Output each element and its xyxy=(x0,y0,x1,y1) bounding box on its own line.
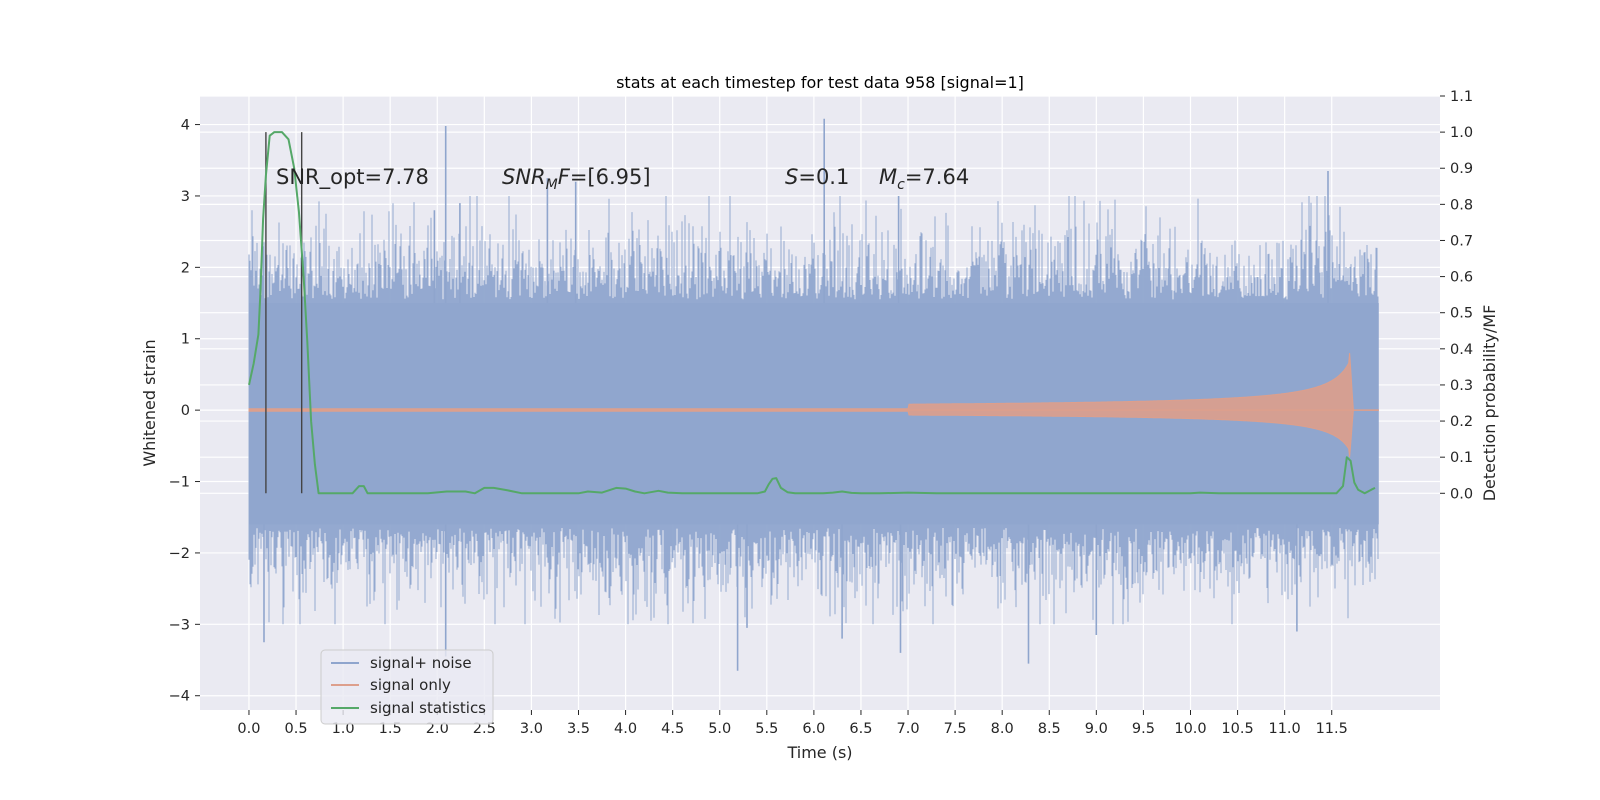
noise-spikes xyxy=(263,118,1329,671)
legend-label-signal-only: signal only xyxy=(370,676,451,694)
annotation-mc: Mc=7.64 xyxy=(879,165,969,193)
x-tick-label-7.0: 7.0 xyxy=(897,721,920,737)
x-tick-label-8.0: 8.0 xyxy=(991,721,1014,737)
x-tick-label-1.5: 1.5 xyxy=(379,721,402,737)
y-right-tick-label-3: 0.8 xyxy=(1450,197,1473,213)
y-right-tick-label-9: 0.2 xyxy=(1450,414,1473,430)
x-tick-label-9.0: 9.0 xyxy=(1085,721,1108,737)
detection-window-lines xyxy=(265,132,303,494)
x-tick-label-2.5: 2.5 xyxy=(473,721,496,737)
y-right-tick-label-11: 0.0 xyxy=(1450,486,1473,502)
y-left-tick-label-8: −4 xyxy=(169,689,190,705)
y-left-tick-label-6: −2 xyxy=(169,546,190,562)
y-right-axis-label: Detection probability/MF xyxy=(1480,305,1499,502)
x-tick-label-5.0: 5.0 xyxy=(708,721,731,737)
x-tick-label-8.5: 8.5 xyxy=(1038,721,1061,737)
x-tick-label-5.5: 5.5 xyxy=(755,721,778,737)
x-tick-label-0.0: 0.0 xyxy=(237,721,260,737)
annotation-s: S=0.1 xyxy=(785,165,849,189)
x-axis-label: Time (s) xyxy=(786,743,852,762)
y-right-tick-label-2: 0.9 xyxy=(1450,161,1473,177)
y-right-tick-label-8: 0.3 xyxy=(1450,378,1473,394)
y-left-axis-label: Whitened strain xyxy=(140,339,159,466)
x-tick-label-1.0: 1.0 xyxy=(332,721,355,737)
x-tick-label-3.5: 3.5 xyxy=(567,721,590,737)
y-right-tick-label-7: 0.4 xyxy=(1450,342,1473,358)
y-right-tick-label-4: 0.7 xyxy=(1450,233,1473,249)
x-tick-label-10.0: 10.0 xyxy=(1174,721,1206,737)
x-tick-label-11.0: 11.0 xyxy=(1268,721,1300,737)
y-left-tick-label-3: 1 xyxy=(181,332,190,348)
y-left-tick-label-1: 3 xyxy=(181,189,190,205)
legend: signal+ noise signal only signal statist… xyxy=(320,649,494,725)
x-tick-label-4.0: 4.0 xyxy=(614,721,637,737)
x-tick-label-4.5: 4.5 xyxy=(661,721,684,737)
noise-trace xyxy=(248,196,1379,625)
series-signal-only xyxy=(248,352,1379,458)
x-tick-label-7.5: 7.5 xyxy=(944,721,967,737)
y-left-tick-label-7: −3 xyxy=(169,617,190,633)
y-left-tick-label-0: 4 xyxy=(181,118,190,134)
y-left-tick-label-4: 0 xyxy=(181,403,190,419)
statistics-line xyxy=(248,131,1376,495)
y-right-tick-label-6: 0.5 xyxy=(1450,306,1473,322)
x-axis-ticks: 0.0 0.5 1.0 1.5 2.0 2.5 3.0 3.5 4.0 4.5 5.0 5.5 6.0 6… xyxy=(237,710,1348,737)
y-right-axis-ticks: 1.1 1.0 0.9 0.8 0.7 0.6 0.5 0.4 0.3 0.2 0.1 0.0 xyxy=(1440,89,1473,502)
x-tick-label-6.0: 6.0 xyxy=(802,721,825,737)
x-tick-label-10.5: 10.5 xyxy=(1221,721,1253,737)
y-right-tick-label-0: 1.1 xyxy=(1450,89,1473,105)
y-right-tick-label-1: 1.0 xyxy=(1450,125,1473,141)
chart-title: stats at each timestep for test data 958… xyxy=(616,73,1024,92)
y-left-tick-label-2: 2 xyxy=(181,260,190,276)
x-tick-label-6.5: 6.5 xyxy=(849,721,872,737)
y-right-tick-label-10: 0.1 xyxy=(1450,450,1473,466)
y-left-axis-ticks: 4 3 2 1 0 −1 −2 −3 −4 xyxy=(169,118,200,705)
x-tick-label-9.5: 9.5 xyxy=(1132,721,1155,737)
x-tick-label-0.5: 0.5 xyxy=(285,721,308,737)
annotation-snr-opt: SNR_opt=7.78 xyxy=(276,165,429,190)
legend-box xyxy=(320,649,494,725)
y-left-tick-label-5: −1 xyxy=(169,475,190,491)
x-tick-label-2.0: 2.0 xyxy=(426,721,449,737)
annotation-snr-mf: SNRMF=[6.95] xyxy=(502,165,651,193)
series-signal-statistics xyxy=(248,131,1376,495)
y-right-tick-label-5: 0.6 xyxy=(1450,270,1473,286)
x-tick-label-3.0: 3.0 xyxy=(520,721,543,737)
x-tick-label-11.5: 11.5 xyxy=(1316,721,1348,737)
legend-label-signal-noise: signal+ noise xyxy=(370,654,472,672)
legend-label-signal-statistics: signal statistics xyxy=(370,699,486,717)
